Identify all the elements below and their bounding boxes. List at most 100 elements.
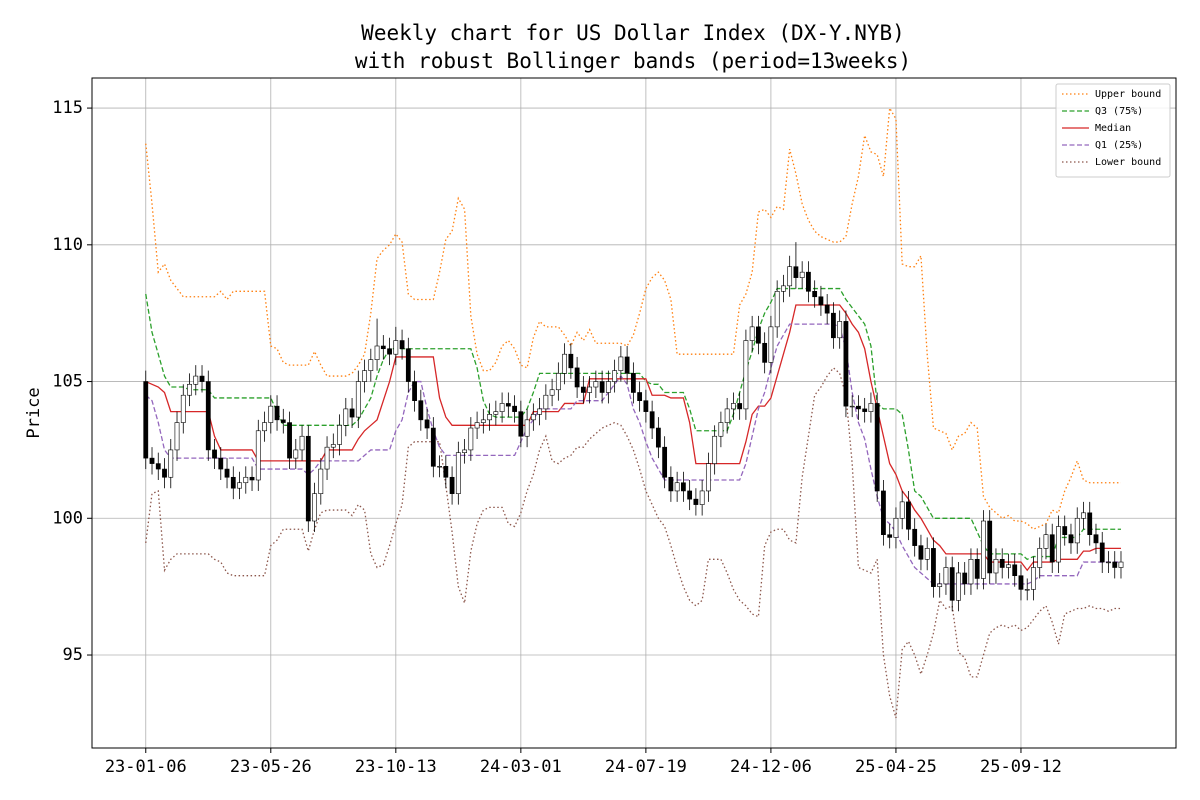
chart-title: Weekly chart for US Dollar Index (DX-Y.N… (361, 21, 905, 45)
band-line (145, 105, 1121, 530)
candle-body (831, 312, 836, 339)
candle-body (662, 446, 668, 478)
candle-body (693, 498, 699, 505)
candle-body (380, 345, 386, 350)
candle-body (462, 449, 467, 453)
candles (143, 242, 1124, 612)
legend-label: Median (1095, 123, 1131, 134)
candle-body (543, 394, 549, 410)
candle-body (993, 559, 999, 574)
candle-body (562, 353, 568, 374)
y-tick-label: 100 (52, 508, 83, 528)
candle-body (931, 548, 936, 587)
candle-body (1068, 534, 1074, 544)
candle-body (530, 414, 536, 421)
candle-body (1006, 564, 1011, 568)
candle-body (1031, 567, 1036, 590)
candle-body (505, 403, 511, 407)
chart-subtitle: with robust Bollinger bands (period=13we… (355, 49, 911, 73)
candle-body (605, 381, 611, 393)
candle-body (168, 449, 174, 478)
candle-body (580, 386, 586, 393)
candle-body (768, 326, 774, 363)
candle-body (1118, 561, 1124, 568)
band-line (145, 323, 1121, 585)
candle-body (493, 411, 499, 415)
plot-frame (91, 77, 1177, 749)
candle-body (518, 411, 524, 437)
candle-body (249, 476, 255, 481)
candle-body (368, 359, 374, 371)
candle-body (412, 381, 417, 401)
legend-label: Q1 (25%) (1095, 140, 1143, 151)
candle-body (268, 405, 274, 423)
candle-body (474, 422, 480, 429)
candle-body (1056, 526, 1061, 563)
candle-body (655, 427, 661, 448)
candle-body (174, 422, 180, 451)
candle-body (818, 296, 824, 306)
candle-body (587, 386, 593, 393)
candle-body (512, 405, 517, 412)
candle-body (718, 422, 724, 437)
candle-body (1062, 526, 1068, 535)
candle-body (705, 463, 711, 492)
legend-label: Upper bound (1095, 89, 1161, 100)
candle-body (618, 356, 624, 371)
candle-body (280, 419, 286, 423)
candle-body (1049, 534, 1055, 563)
candle-body (487, 414, 492, 421)
candle-body (649, 411, 655, 429)
candle-body (868, 403, 874, 412)
y-tick-label: 115 (52, 98, 83, 118)
candle-body (387, 348, 392, 355)
candle-body (255, 430, 261, 481)
candle-body (762, 342, 768, 363)
candle-body (974, 559, 980, 579)
candle-body (343, 408, 349, 426)
candle-body (612, 370, 618, 382)
x-tick-label: 24-03-01 (480, 757, 562, 777)
candle-body (212, 449, 217, 459)
x-tick-label: 23-10-13 (355, 757, 437, 777)
candle-body (849, 405, 855, 408)
candle-body (999, 559, 1005, 568)
candle-body (418, 400, 424, 421)
candle-body (205, 381, 211, 451)
candle-body (537, 408, 543, 415)
candle-body (899, 501, 905, 519)
candle-body (149, 457, 155, 464)
candle-body (856, 405, 861, 410)
candle-body (180, 394, 186, 423)
candle-body (243, 476, 249, 484)
candle-body (987, 520, 993, 574)
y-tick-label: 110 (52, 235, 83, 255)
candle-body (824, 304, 830, 314)
candle-body (1037, 548, 1043, 568)
candle-body (937, 583, 943, 587)
candle-body (687, 490, 693, 500)
candle-body (187, 383, 192, 396)
candle-body (574, 367, 580, 388)
candle-body (637, 392, 643, 401)
candle-body (524, 419, 530, 437)
candle-body (943, 567, 949, 585)
candle-body (887, 534, 893, 538)
candle-body (324, 446, 330, 470)
candle-body (499, 403, 505, 412)
candle-body (455, 452, 461, 494)
candle-body (468, 427, 474, 451)
candle-body (1018, 575, 1024, 590)
candle-body (781, 285, 786, 292)
candle-body (330, 444, 336, 448)
candle-body (1106, 561, 1111, 564)
candle-body (806, 271, 811, 292)
candle-body (155, 463, 161, 470)
candle-body (730, 403, 736, 410)
candle-body (449, 476, 455, 494)
y-tick-label: 105 (52, 372, 83, 392)
candle-body (1024, 589, 1030, 591)
candle-body (630, 373, 636, 393)
x-tick-label: 25-09-12 (980, 757, 1062, 777)
